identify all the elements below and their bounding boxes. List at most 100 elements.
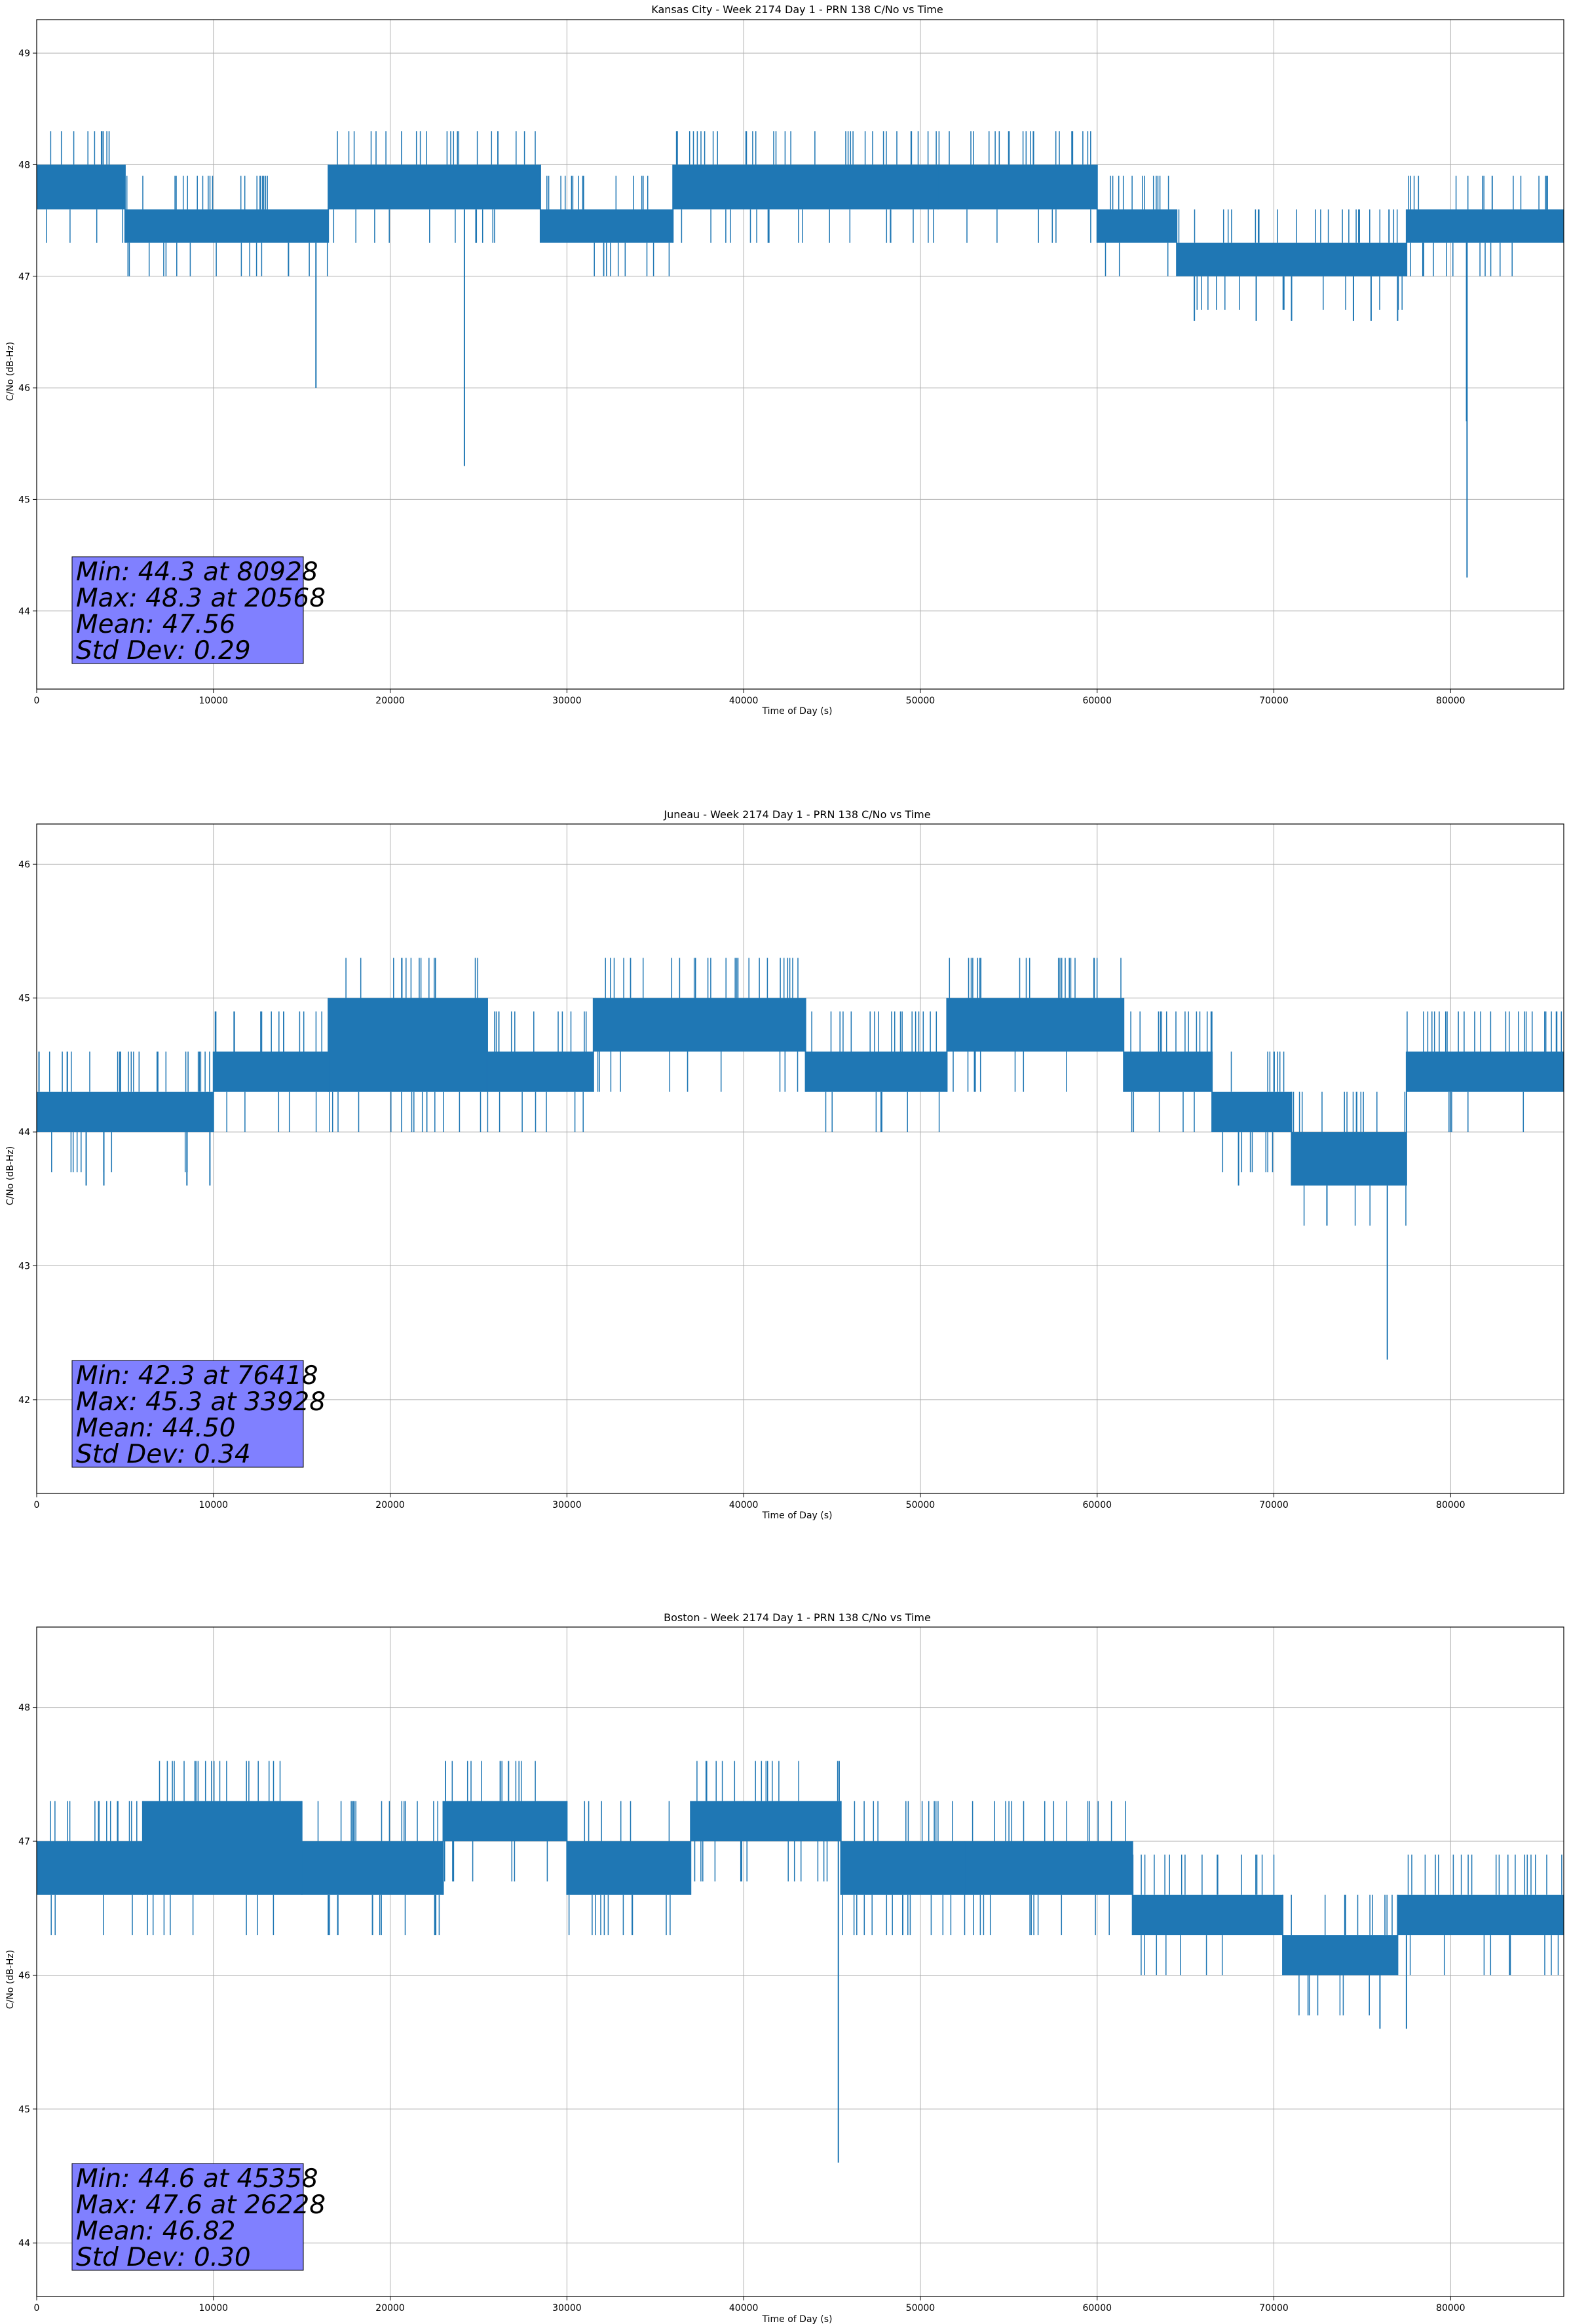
plot-area: 0 10000 20000 30000 40000 50000 60000 70000 8000… [18, 19, 1564, 706]
cno-excursions [811, 1011, 940, 1133]
x-tick-label: 20000 [375, 2303, 405, 2314]
cno-excursions [147, 1761, 281, 1936]
panel-boston: Boston - Week 2174 Day 1 - PRN 138 C/No … [5, 1611, 1564, 2324]
y-tick-label: 47 [18, 272, 30, 282]
stat-std: Std Dev: 0.34 [76, 1440, 251, 1469]
x-tick-label: 30000 [552, 696, 582, 706]
cno-excursions [1407, 1011, 1562, 1133]
cno-excursions [1178, 209, 1403, 310]
cno-excursions [694, 1761, 840, 1882]
stat-min: Min: 42.3 at 76418 [76, 1361, 318, 1391]
x-axis-label: Time of Day (s) [762, 1510, 833, 1521]
x-tick-label: 80000 [1436, 2303, 1465, 2314]
x-tick-label: 50000 [906, 696, 936, 706]
cno-band [1283, 1935, 1398, 1976]
cno-excursions [444, 1761, 548, 1882]
stat-std: Std Dev: 0.30 [76, 2243, 251, 2272]
cno-excursions [317, 1801, 440, 1936]
stats-box-background [71, 556, 304, 664]
y-tick-label: 44 [18, 607, 30, 617]
x-tick-label: 50000 [906, 1500, 936, 1510]
stats-box-background [71, 2163, 304, 2271]
cno-excursions [1406, 176, 1548, 276]
cno-band [673, 164, 938, 210]
stat-std: Std Dev: 0.29 [76, 636, 251, 665]
x-tick-label: 60000 [1082, 696, 1112, 706]
cno-band [1177, 242, 1407, 276]
y-tick-label: 45 [18, 2105, 30, 2115]
cno-band [1132, 1894, 1283, 1936]
stats-box-background [71, 1360, 304, 1468]
cno-excursions [938, 131, 1091, 243]
stat-mean: Mean: 44.50 [76, 1414, 235, 1443]
y-tick-label: 45 [18, 495, 30, 505]
cno-excursions [568, 1801, 671, 1936]
x-tick-label: 0 [34, 2303, 40, 2314]
cno-band [328, 164, 540, 210]
plot-area: 0 10000 20000 30000 40000 50000 60000 70000 8000… [18, 823, 1564, 1510]
cno-excursions [546, 176, 670, 276]
cno-band [37, 1091, 214, 1133]
x-tick-label: 80000 [1436, 696, 1465, 706]
axes-frame [36, 1626, 1564, 2297]
x-tick-label: 80000 [1436, 1500, 1465, 1510]
x-tick-label: 40000 [729, 696, 759, 706]
plot-area: 0 10000 20000 30000 40000 50000 60000 70000 8000… [18, 1626, 1564, 2314]
cno-band [301, 1841, 444, 1895]
panel-kansas-city: Kansas City - Week 2174 Day 1 - PRN 138 … [5, 3, 1564, 717]
y-tick-label: 49 [18, 48, 30, 59]
y-tick-label: 47 [18, 1837, 30, 1847]
cno-band [443, 1801, 567, 1842]
cno-band [1406, 209, 1564, 243]
panel-juneau: Juneau - Week 2174 Day 1 - PRN 138 C/No … [5, 808, 1564, 1521]
cno-band [593, 998, 806, 1052]
cno-band [567, 1841, 691, 1895]
cno-excursions [1222, 1051, 1285, 1172]
cno-band [1212, 1091, 1292, 1133]
cno-series [37, 1761, 1564, 2163]
x-axis-label: Time of Day (s) [762, 706, 833, 717]
cno-band [37, 1841, 143, 1895]
y-tick-label: 44 [18, 2238, 30, 2249]
x-axis-label: Time of Day (s) [762, 2314, 833, 2324]
y-tick-label: 45 [18, 994, 30, 1004]
stats-box: Min: 44.6 at 45358 Max: 47.6 at 26228 Me… [71, 2163, 326, 2272]
cno-excursions [46, 131, 124, 243]
axes-frame [36, 823, 1564, 1494]
stats-box: Min: 42.3 at 76418 Max: 45.3 at 33928 Me… [71, 1360, 326, 1469]
cno-excursions [1291, 1894, 1393, 2015]
cno-excursions [1130, 1011, 1213, 1133]
cno-band [1406, 1051, 1564, 1092]
cno-excursions [964, 1801, 1126, 1936]
cno-excursions [214, 1011, 322, 1133]
x-tick-label: 60000 [1082, 2303, 1112, 2314]
chart-title: Kansas City - Week 2174 Day 1 - PRN 138 … [651, 3, 943, 16]
cno-band [964, 1841, 1133, 1895]
y-axis-label: C/No (dB-Hz) [5, 342, 16, 401]
axes-frame [36, 19, 1564, 690]
cno-excursions [675, 131, 937, 243]
cno-band [1124, 1051, 1213, 1092]
cno-excursions [487, 1011, 587, 1133]
y-tick-label: 44 [18, 1127, 30, 1138]
x-tick-label: 10000 [199, 1500, 229, 1510]
cno-band [487, 1051, 594, 1092]
x-tick-label: 70000 [1259, 696, 1289, 706]
cno-band [142, 1801, 302, 1895]
cno-band [540, 209, 673, 243]
cno-excursions [126, 176, 328, 276]
x-tick-label: 0 [34, 1500, 40, 1510]
y-tick-label: 46 [18, 859, 30, 870]
cno-band [124, 209, 329, 243]
stat-max: Max: 48.3 at 20568 [76, 584, 326, 613]
cno-band [1397, 1894, 1564, 1936]
cno-band [805, 1051, 947, 1092]
cno-band [37, 164, 125, 210]
stat-min: Min: 44.6 at 45358 [76, 2164, 318, 2194]
chart-title: Boston - Week 2174 Day 1 - PRN 138 C/No … [664, 1611, 931, 1624]
cno-band [841, 1841, 965, 1895]
cno-band [1291, 1132, 1407, 1186]
y-axis-label: C/No (dB-Hz) [5, 1950, 16, 2009]
cno-excursions [841, 1801, 953, 1936]
